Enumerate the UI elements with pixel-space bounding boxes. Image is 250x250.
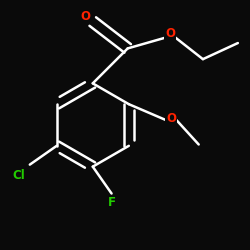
Text: O: O (80, 10, 90, 23)
Text: O: O (165, 27, 175, 40)
Text: O: O (166, 112, 176, 126)
Text: Cl: Cl (13, 169, 26, 182)
Text: F: F (108, 196, 116, 209)
